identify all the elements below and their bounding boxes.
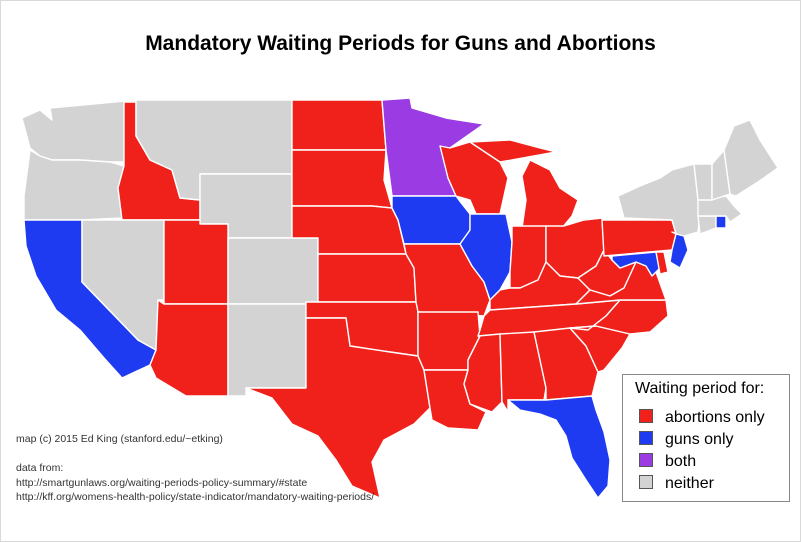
state-kansas <box>317 253 417 303</box>
state-maine <box>723 119 779 197</box>
state-utah <box>163 219 229 305</box>
state-pennsylvania <box>601 219 677 257</box>
state-colorado <box>227 237 319 305</box>
legend-swatch-both <box>639 453 653 467</box>
state-washington <box>21 99 137 163</box>
state-north-dakota <box>291 99 387 151</box>
state-vermont <box>693 163 713 201</box>
state-rhode-island <box>715 215 727 229</box>
state-florida <box>507 395 611 499</box>
state-south-dakota <box>291 149 393 209</box>
legend-label-both: both <box>665 453 697 470</box>
state-new-mexico <box>227 303 307 397</box>
map-credit: map (c) 2015 Ed King (stanford.edu/~etki… <box>16 433 223 445</box>
state-massachusetts <box>697 195 743 223</box>
map-title: Mandatory Waiting Periods for Guns and A… <box>145 32 656 55</box>
state-arizona <box>149 299 229 397</box>
data-source-label: data from: <box>16 462 64 474</box>
state-iowa <box>391 195 471 245</box>
legend-title: Waiting period for: <box>635 380 765 397</box>
legend-item-abortions: abortions only <box>639 409 765 427</box>
legend-item-guns: guns only <box>639 431 734 449</box>
data-source-link-2[interactable]: http://kff.org/womens-health-policy/stat… <box>16 491 375 503</box>
legend-item-both: both <box>639 453 696 471</box>
legend-label-neither: neither <box>665 475 714 492</box>
state-texas <box>245 317 431 499</box>
data-source-link-1[interactable]: http://smartgunlaws.org/waiting-periods-… <box>16 477 308 489</box>
state-connecticut <box>697 215 717 235</box>
legend-swatch-guns <box>639 431 653 445</box>
state-michigan <box>469 139 579 229</box>
legend-swatch-abortions <box>639 409 653 423</box>
legend-item-neither: neither <box>639 475 714 493</box>
map-legend: Waiting period for: abortions only guns … <box>622 374 790 502</box>
legend-label-abortions: abortions only <box>665 409 765 426</box>
state-new-jersey <box>669 231 689 269</box>
state-north-carolina <box>569 299 669 335</box>
state-delaware <box>655 251 669 275</box>
legend-swatch-neither <box>639 475 653 489</box>
legend-label-guns: guns only <box>665 431 734 448</box>
